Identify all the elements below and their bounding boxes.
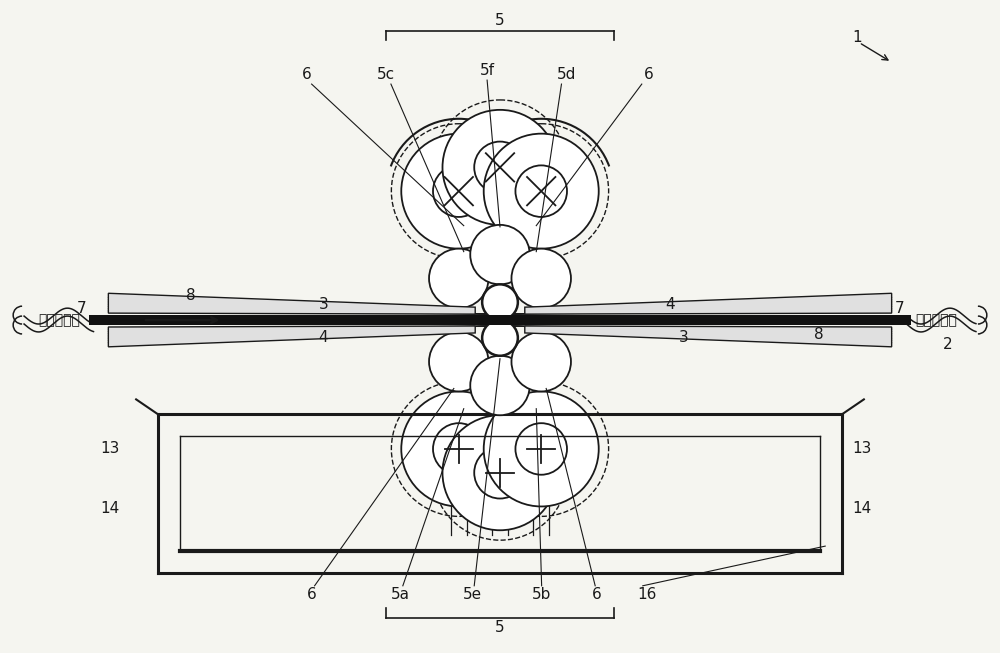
Circle shape xyxy=(401,134,516,249)
Circle shape xyxy=(515,165,567,217)
Circle shape xyxy=(484,134,599,249)
Circle shape xyxy=(470,225,530,284)
Text: 5: 5 xyxy=(495,13,505,28)
Circle shape xyxy=(433,423,485,475)
Text: 6: 6 xyxy=(644,67,654,82)
Circle shape xyxy=(442,415,558,530)
Circle shape xyxy=(401,391,516,507)
Circle shape xyxy=(511,249,571,308)
Text: 5e: 5e xyxy=(463,587,482,602)
Circle shape xyxy=(484,391,599,507)
Polygon shape xyxy=(108,326,475,347)
Circle shape xyxy=(429,332,489,391)
Text: 4: 4 xyxy=(666,296,675,311)
Circle shape xyxy=(442,110,558,225)
Text: 16: 16 xyxy=(637,587,656,602)
Circle shape xyxy=(482,284,518,320)
Polygon shape xyxy=(525,293,892,314)
Text: 5a: 5a xyxy=(391,587,410,602)
Text: 14: 14 xyxy=(852,501,872,516)
Text: 13: 13 xyxy=(101,441,120,456)
Text: 6: 6 xyxy=(302,67,312,82)
Circle shape xyxy=(433,165,485,217)
Text: 5: 5 xyxy=(495,620,505,635)
Polygon shape xyxy=(525,326,892,347)
Text: 2: 2 xyxy=(943,338,953,353)
Text: 8: 8 xyxy=(814,327,824,342)
Circle shape xyxy=(474,447,526,498)
Circle shape xyxy=(474,142,526,193)
Text: 13: 13 xyxy=(852,441,872,456)
Text: 5c: 5c xyxy=(377,67,395,82)
Circle shape xyxy=(511,332,571,391)
Text: 5d: 5d xyxy=(557,67,576,82)
Text: 1: 1 xyxy=(852,30,862,45)
Text: 3: 3 xyxy=(679,330,688,345)
Text: 7: 7 xyxy=(77,300,86,315)
Text: （下游側）: （下游側） xyxy=(915,313,957,327)
Circle shape xyxy=(515,423,567,475)
Text: 6: 6 xyxy=(307,587,316,602)
Text: （上游側）: （上游側） xyxy=(38,313,80,327)
Text: 14: 14 xyxy=(101,501,120,516)
Text: 5b: 5b xyxy=(532,587,551,602)
Circle shape xyxy=(429,249,489,308)
Circle shape xyxy=(470,356,530,415)
Circle shape xyxy=(482,320,518,356)
Polygon shape xyxy=(108,293,475,314)
Text: 5f: 5f xyxy=(480,63,495,78)
Bar xyxy=(89,315,911,325)
Text: 8: 8 xyxy=(186,288,195,303)
Text: 3: 3 xyxy=(319,296,328,311)
Text: 6: 6 xyxy=(592,587,602,602)
Text: 4: 4 xyxy=(319,330,328,345)
Text: 7: 7 xyxy=(895,300,904,315)
